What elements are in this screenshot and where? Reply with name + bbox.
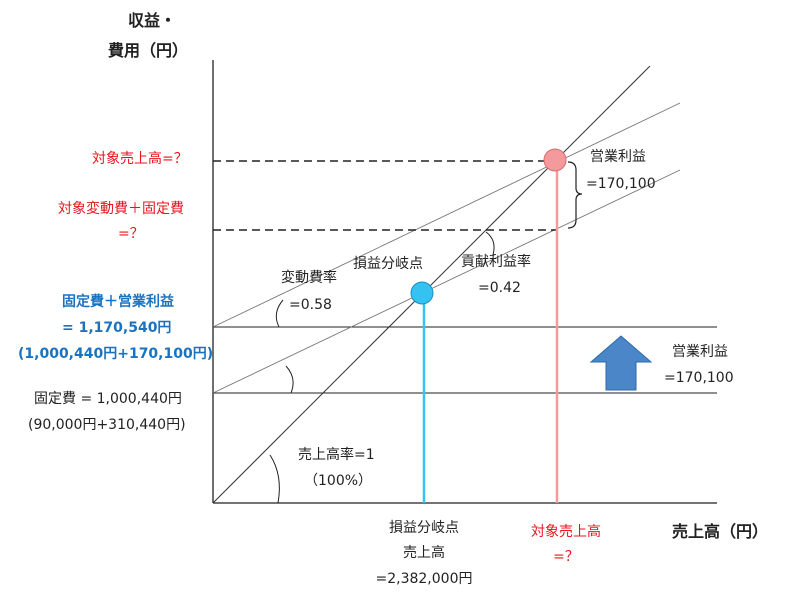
- contribution-rate-value: =0.42: [478, 280, 521, 296]
- fixed-cost-label-line1: 固定費 = 1,000,440円: [34, 391, 182, 407]
- target-sales-bottom-label-line1: 対象売上高: [531, 524, 601, 540]
- sales-angle-arc: [269, 454, 280, 504]
- fixed-plus-profit-label-line1: 固定費＋営業利益: [62, 294, 174, 310]
- variable-rate-angle-arc: [275, 299, 284, 328]
- bep-sales-label-line3: =2,382,000円: [375, 571, 473, 587]
- bep-sales-label-line1: 損益分岐点: [389, 520, 459, 536]
- variable-rate-label: 変動費率: [281, 270, 337, 286]
- target-cost-line: [212, 102, 681, 328]
- cost-angle-arc: [285, 365, 294, 394]
- profit-right-label: 営業利益: [672, 344, 728, 360]
- profit-top-value: =170,100: [586, 176, 656, 192]
- up-arrow-icon: [589, 335, 653, 391]
- profit-right-value: =170,100: [664, 370, 734, 386]
- fixed-plus-profit-label-line3: (1,000,440円+170,100円): [18, 346, 214, 362]
- contribution-rate-label: 貢献利益率: [461, 254, 531, 270]
- profit-top-label: 営業利益: [590, 149, 646, 165]
- fixed-plus-profit-label-line2: = 1,170,540円: [62, 320, 172, 336]
- contribution-angle-arc: [485, 231, 495, 256]
- bep-label: 損益分岐点: [353, 256, 423, 272]
- x-axis-title: 売上高（円）: [672, 522, 769, 541]
- sales-rate-value: （100%）: [304, 473, 373, 489]
- target-var-fixed-label-line2: =？: [118, 226, 144, 242]
- target-sales-bottom-label-line2: =？: [553, 549, 579, 565]
- bep-point: [410, 281, 434, 305]
- target-point: [543, 148, 567, 172]
- sales-line: [212, 65, 651, 504]
- right-brace-icon: [567, 161, 583, 229]
- fixed-cost-label-line2: (90,000円+310,440円): [28, 417, 186, 433]
- y-axis-title-line2: 費用（円）: [108, 41, 189, 60]
- y-axis-title-line1: 収益・: [128, 11, 177, 30]
- target-sales-question-label: 対象売上高=？: [92, 151, 188, 167]
- variable-rate-value: =0.58: [289, 297, 332, 313]
- sales-rate-label: 売上高率=1: [298, 447, 375, 463]
- bep-sales-label-line2: 売上高: [403, 545, 445, 561]
- total-cost-line: [212, 169, 681, 394]
- target-var-fixed-label-line1: 対象変動費＋固定費: [58, 201, 184, 217]
